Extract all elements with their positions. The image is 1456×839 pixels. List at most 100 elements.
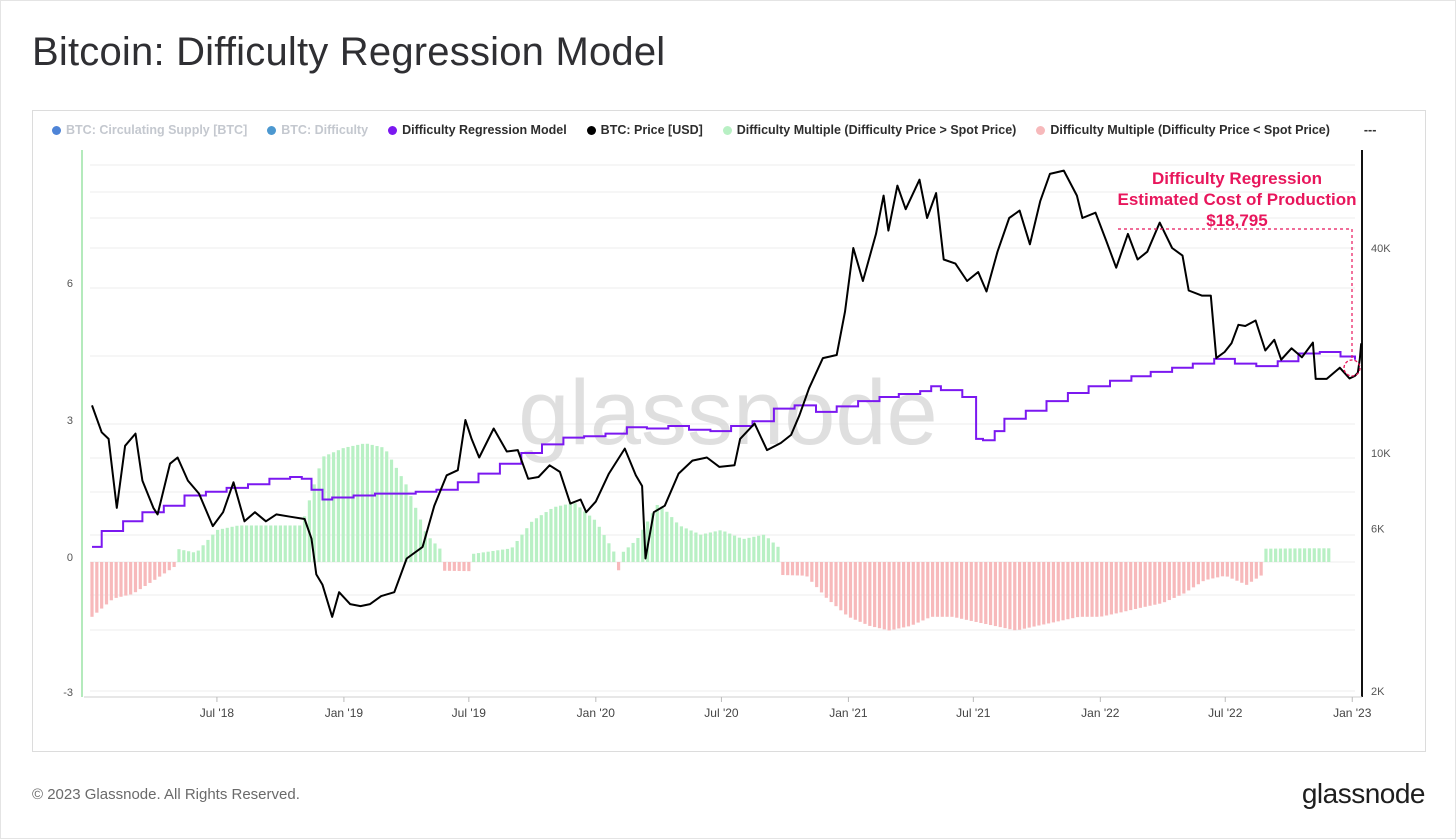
multiple-bar	[674, 522, 679, 562]
x-tick-label: Jan '20	[577, 706, 616, 720]
y-left-tick-label: 3	[67, 415, 73, 427]
multiple-bar	[206, 539, 210, 562]
multiple-bar	[534, 518, 539, 562]
multiple-bar	[583, 511, 587, 562]
multiple-bar	[902, 562, 906, 628]
multiple-bar	[162, 562, 167, 574]
multiple-bar	[655, 504, 659, 562]
multiple-bar	[1327, 548, 1331, 562]
multiple-bar	[428, 538, 432, 562]
multiple-bar	[539, 515, 543, 562]
multiple-bar	[1216, 562, 1220, 578]
multiple-bar	[926, 562, 930, 619]
multiple-bar	[177, 549, 181, 562]
legend-item[interactable]: Difficulty Regression Model	[388, 123, 567, 137]
multiple-bar	[438, 548, 442, 562]
multiple-bar	[1080, 562, 1084, 617]
x-tick-label: Jul '21	[956, 706, 991, 720]
multiple-bar	[1225, 562, 1229, 577]
multiple-bar	[1148, 562, 1152, 606]
multiple-bar	[1085, 562, 1089, 617]
multiple-bar	[1182, 562, 1186, 594]
multiple-bar	[790, 562, 795, 576]
multiple-bar	[1191, 562, 1196, 588]
multiple-bar	[786, 562, 790, 576]
multiple-bar	[505, 548, 510, 562]
multiple-bar	[1162, 562, 1167, 603]
multiple-bar	[781, 562, 785, 576]
multiple-bar	[225, 527, 229, 562]
legend-dot-icon	[1036, 125, 1046, 135]
multiple-bar	[447, 562, 452, 571]
multiple-bar	[752, 536, 756, 562]
multiple-bar	[1240, 562, 1244, 583]
multiple-bar	[723, 531, 727, 562]
multiple-bar	[472, 553, 476, 562]
multiple-bar	[356, 444, 360, 562]
multiple-bar	[510, 547, 514, 562]
y-left-tick-label: 0	[67, 552, 73, 564]
multiple-bar	[182, 550, 186, 562]
multiple-bar	[138, 562, 142, 590]
multiple-bar	[496, 550, 500, 562]
multiple-bar	[766, 538, 770, 562]
multiple-bar	[848, 562, 853, 618]
multiple-bar	[563, 504, 568, 562]
multiple-bar	[153, 562, 157, 580]
multiple-bar	[1046, 562, 1051, 624]
multiple-bar	[1114, 562, 1118, 614]
multiple-bar	[568, 503, 572, 562]
y-left-tick-label: -3	[63, 687, 73, 699]
multiple-bar	[433, 543, 437, 562]
multiple-bar	[974, 562, 978, 622]
legend-more-button[interactable]: ---	[1363, 123, 1377, 137]
legend-item[interactable]: BTC: Circulating Supply [BTC]	[52, 123, 247, 137]
multiple-bar	[631, 542, 635, 562]
multiple-bar	[616, 562, 621, 571]
multiple-bar	[612, 551, 616, 562]
multiple-bar	[747, 537, 751, 562]
legend-item[interactable]: Difficulty Multiple (Difficulty Price < …	[1036, 123, 1330, 137]
multiple-bar	[129, 562, 133, 595]
multiple-bar	[621, 551, 626, 562]
multiple-bar	[351, 445, 355, 562]
multiple-bar	[732, 535, 737, 562]
x-tick-label: Jul '19	[452, 706, 487, 720]
multiple-bar	[399, 476, 403, 562]
multiple-bar	[293, 525, 297, 562]
multiple-bar	[641, 529, 645, 562]
multiple-bar	[1095, 562, 1099, 617]
multiple-bar	[1201, 562, 1205, 582]
legend-label: Difficulty Multiple (Difficulty Price > …	[736, 123, 1017, 137]
legend-item[interactable]: BTC: Difficulty	[267, 123, 368, 137]
multiple-bar	[269, 525, 273, 562]
x-tick-label: Jan '21	[829, 706, 868, 720]
multiple-bar	[327, 454, 331, 562]
multiple-bar	[481, 552, 485, 562]
multiple-bar	[1249, 562, 1254, 582]
multiple-bar	[684, 528, 688, 562]
cost-annotation: Difficulty Regression Estimated Cost of …	[1108, 168, 1366, 231]
multiple-bar	[708, 532, 712, 562]
multiple-bar	[984, 562, 988, 625]
multiple-bar	[1071, 562, 1075, 619]
multiple-bar	[863, 562, 867, 624]
legend-dot-icon	[722, 125, 732, 135]
multiple-bar	[679, 526, 683, 562]
multiple-bar	[1317, 548, 1321, 562]
multiple-bar	[365, 443, 369, 562]
legend-item[interactable]: Difficulty Multiple (Difficulty Price > …	[722, 123, 1017, 137]
multiple-bar	[718, 530, 722, 562]
multiple-bar	[95, 562, 99, 613]
multiple-bar	[626, 547, 630, 562]
multiple-bar	[1211, 562, 1215, 579]
multiple-bar	[515, 540, 519, 562]
multiple-bar	[771, 542, 775, 562]
x-tick-label: Jan '19	[325, 706, 364, 720]
multiple-bar	[143, 562, 147, 587]
multiple-bar	[501, 549, 505, 562]
multiple-bar	[1100, 562, 1104, 617]
multiple-bar	[1177, 562, 1181, 596]
legend-item[interactable]: BTC: Price [USD]	[586, 123, 703, 137]
